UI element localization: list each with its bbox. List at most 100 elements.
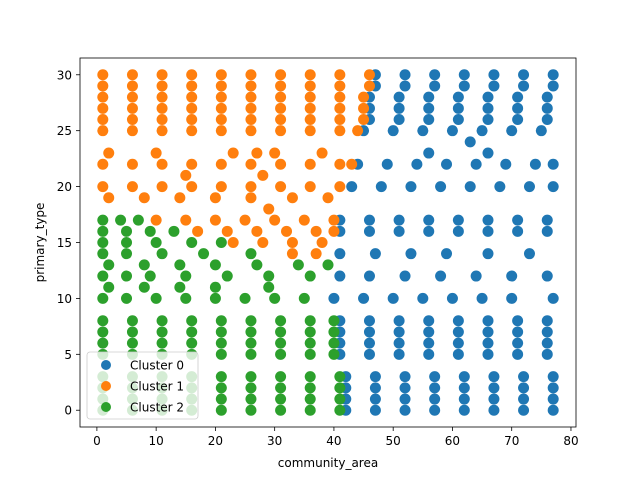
point-cluster-2-0 [97,214,109,226]
x-axis-label: community_area [278,456,378,470]
point-cluster-0-133 [541,114,553,125]
point-cluster-1-81 [186,181,198,193]
point-cluster-1-18 [334,80,346,92]
point-cluster-2-27 [180,270,192,282]
point-cluster-0-115 [529,158,541,170]
legend-marker-cluster-1 [101,381,111,391]
point-cluster-1-5 [245,69,257,81]
point-cluster-0-116 [547,158,559,170]
point-cluster-2-60 [304,326,316,338]
point-cluster-0-50 [393,326,405,338]
point-cluster-0-105 [464,181,476,193]
y-tick-label-10: 10 [57,292,72,306]
point-cluster-0-15 [547,393,559,405]
point-cluster-0-118 [482,147,494,159]
point-cluster-1-36 [275,102,287,114]
point-cluster-0-34 [393,348,405,360]
point-cluster-2-32 [138,281,150,293]
point-cluster-0-130 [452,114,464,125]
point-cluster-1-40 [97,114,109,125]
point-cluster-0-6 [518,404,530,416]
point-cluster-1-89 [174,192,186,204]
point-cluster-2-22 [292,259,304,271]
point-cluster-0-143 [423,91,435,103]
point-cluster-1-70 [215,158,227,170]
point-cluster-0-129 [423,114,435,125]
point-cluster-2-102 [215,393,227,405]
point-cluster-0-23 [547,382,559,394]
point-cluster-0-37 [482,348,494,360]
point-cluster-2-113 [275,404,287,416]
point-cluster-1-25 [245,91,257,103]
point-cluster-0-75 [435,270,447,282]
point-cluster-1-106 [310,225,322,237]
point-cluster-0-96 [423,214,435,226]
point-cluster-1-83 [245,181,257,193]
point-cluster-0-84 [523,248,535,260]
point-cluster-0-92 [541,225,553,237]
point-cluster-0-83 [482,248,494,260]
point-cluster-2-48 [215,315,227,327]
x-axis: 0 10 20 30 40 50 60 70 80 [93,427,579,448]
point-cluster-2-20 [209,259,221,271]
point-cluster-0-59 [423,315,435,327]
point-cluster-0-124 [476,125,488,137]
point-cluster-2-49 [245,315,257,327]
point-cluster-2-38 [150,292,162,304]
point-cluster-0-103 [405,181,417,193]
point-cluster-1-33 [186,102,198,114]
point-cluster-0-146 [512,91,524,103]
point-cluster-0-9 [369,393,381,405]
y-axis: 0 5 10 15 20 25 30 [57,68,80,418]
point-cluster-2-68 [275,337,287,349]
point-cluster-0-62 [512,315,524,327]
point-cluster-0-44 [452,337,464,349]
point-cluster-2-24 [97,270,109,282]
point-cluster-0-111 [411,158,423,170]
point-cluster-0-2 [399,404,411,416]
point-cluster-0-90 [482,225,494,237]
point-cluster-1-112 [286,248,298,260]
point-cluster-0-153 [518,80,530,92]
point-cluster-2-3 [97,225,109,237]
point-cluster-1-19 [363,80,375,92]
point-cluster-1-78 [97,181,109,193]
point-cluster-2-56 [186,326,198,338]
point-cluster-0-74 [399,270,411,282]
point-cluster-2-46 [156,315,168,327]
point-cluster-2-2 [132,214,144,226]
legend-marker-cluster-0 [101,360,111,370]
point-cluster-2-70 [328,337,340,349]
point-cluster-2-58 [245,326,257,338]
point-cluster-2-69 [304,337,316,349]
point-cluster-1-43 [186,114,198,125]
point-cluster-2-14 [156,248,168,260]
point-cluster-1-97 [209,214,221,226]
point-cluster-2-1 [115,214,127,226]
point-cluster-0-3 [429,404,441,416]
point-cluster-1-7 [304,69,316,81]
x-tick-label-40: 40 [326,434,341,448]
point-cluster-1-60 [103,147,115,159]
point-cluster-0-54 [512,326,524,338]
point-cluster-0-11 [429,393,441,405]
point-cluster-0-97 [452,214,464,226]
point-cluster-0-28 [458,371,470,383]
point-cluster-0-72 [334,270,346,282]
point-cluster-1-57 [304,125,316,137]
point-cluster-0-122 [417,125,429,137]
point-cluster-0-65 [358,292,370,304]
point-cluster-0-14 [518,393,530,405]
y-tick-label-25: 25 [57,124,72,138]
point-cluster-0-117 [423,147,435,159]
point-cluster-1-27 [304,91,316,103]
point-cluster-0-113 [470,158,482,170]
point-cluster-1-107 [328,225,340,237]
point-cluster-0-27 [429,371,441,383]
point-cluster-0-22 [518,382,530,394]
point-cluster-1-32 [156,102,168,114]
legend-box [86,351,199,420]
point-cluster-2-15 [198,248,210,260]
point-cluster-1-44 [215,114,227,125]
point-cluster-1-91 [245,192,257,204]
